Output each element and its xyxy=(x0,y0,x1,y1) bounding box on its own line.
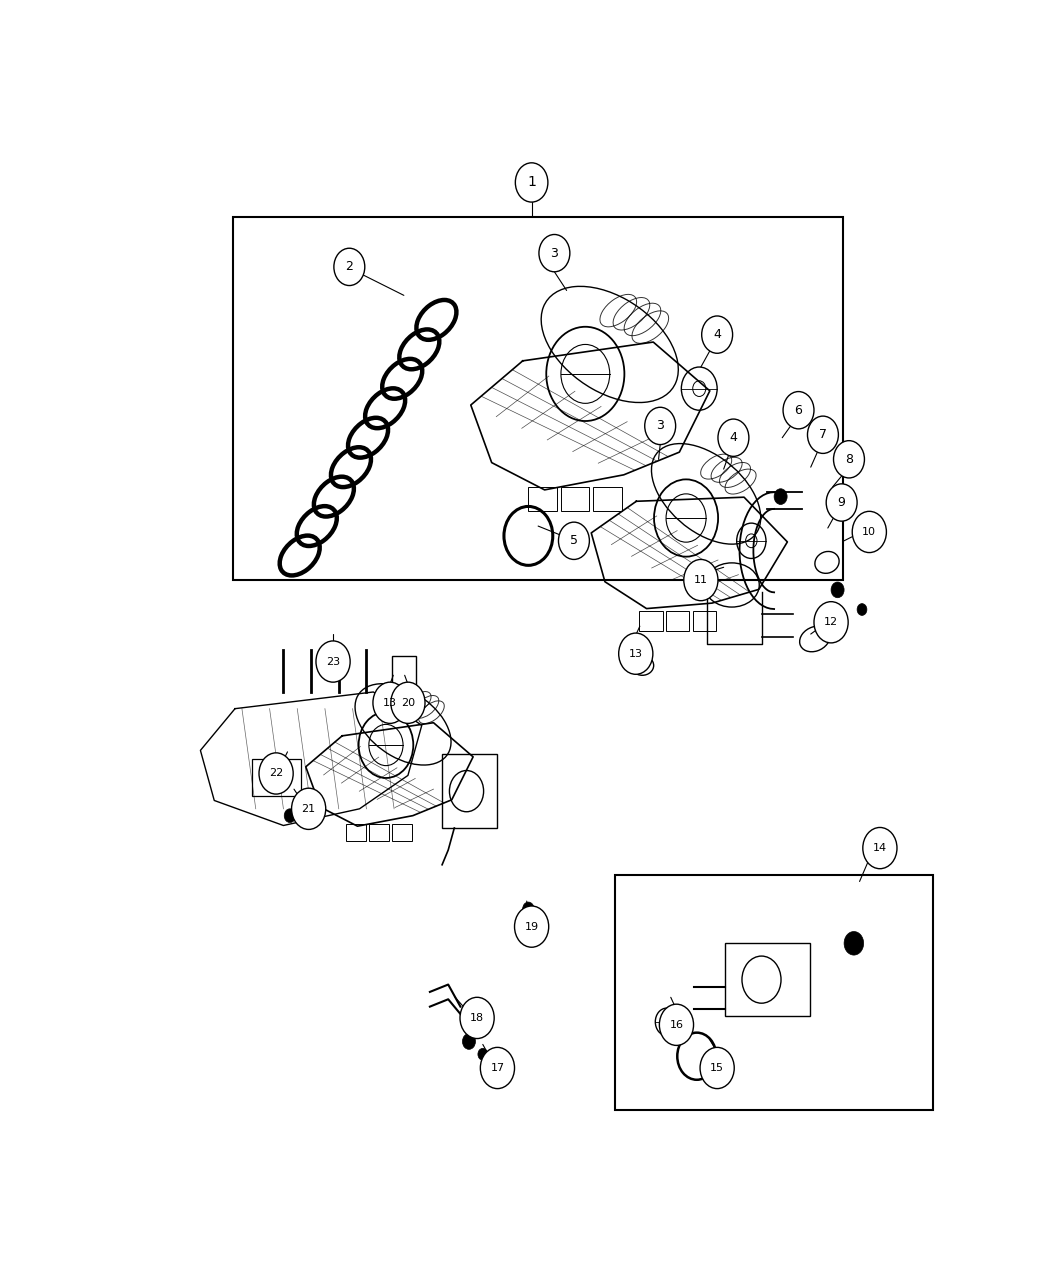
Text: 16: 16 xyxy=(670,1020,684,1030)
Text: 8: 8 xyxy=(845,453,853,465)
Circle shape xyxy=(285,808,296,822)
Circle shape xyxy=(774,488,788,505)
Bar xyxy=(252,759,300,796)
Circle shape xyxy=(259,752,293,794)
Text: 2: 2 xyxy=(345,260,353,273)
Circle shape xyxy=(292,788,326,830)
Circle shape xyxy=(391,682,425,723)
Circle shape xyxy=(844,932,863,955)
Bar xyxy=(369,824,388,842)
Circle shape xyxy=(701,316,733,353)
Circle shape xyxy=(514,907,549,947)
Text: 11: 11 xyxy=(694,575,708,585)
Circle shape xyxy=(807,416,838,454)
Bar xyxy=(392,655,416,695)
Circle shape xyxy=(783,391,814,428)
Circle shape xyxy=(857,603,867,616)
Circle shape xyxy=(559,523,589,560)
Text: 1: 1 xyxy=(527,176,537,190)
Text: 13: 13 xyxy=(629,649,643,659)
Bar xyxy=(392,824,412,842)
Circle shape xyxy=(684,560,718,601)
Text: 3: 3 xyxy=(656,419,664,432)
Circle shape xyxy=(516,163,548,203)
Text: 21: 21 xyxy=(301,803,316,813)
Bar xyxy=(639,611,663,631)
Text: 14: 14 xyxy=(873,843,887,853)
Text: 22: 22 xyxy=(269,769,284,779)
Text: 4: 4 xyxy=(730,431,737,444)
Circle shape xyxy=(462,1034,476,1049)
Circle shape xyxy=(863,827,897,868)
Text: 5: 5 xyxy=(570,534,578,547)
Text: 10: 10 xyxy=(862,527,877,537)
Circle shape xyxy=(373,682,407,723)
Bar xyxy=(593,487,622,511)
Bar xyxy=(528,487,556,511)
Circle shape xyxy=(700,1047,734,1089)
Text: 6: 6 xyxy=(795,404,802,417)
Circle shape xyxy=(826,483,857,521)
Text: 3: 3 xyxy=(550,246,559,260)
Circle shape xyxy=(539,235,570,272)
Text: 12: 12 xyxy=(824,617,838,627)
Text: 9: 9 xyxy=(838,496,845,509)
Circle shape xyxy=(523,903,534,915)
Circle shape xyxy=(659,1005,694,1046)
Circle shape xyxy=(334,249,364,286)
Text: 19: 19 xyxy=(525,922,539,932)
Circle shape xyxy=(834,441,864,478)
Bar xyxy=(615,875,932,1111)
Circle shape xyxy=(460,997,495,1039)
Text: 18: 18 xyxy=(470,1012,484,1023)
Text: 15: 15 xyxy=(710,1063,724,1074)
Circle shape xyxy=(480,1047,514,1089)
Bar xyxy=(442,755,497,827)
Text: 23: 23 xyxy=(326,657,340,667)
Circle shape xyxy=(478,1048,487,1060)
Bar xyxy=(724,942,811,1016)
Circle shape xyxy=(316,641,350,682)
Circle shape xyxy=(832,581,844,598)
Text: 4: 4 xyxy=(713,328,721,342)
Text: 20: 20 xyxy=(401,697,415,708)
Circle shape xyxy=(814,602,848,643)
Bar xyxy=(346,824,366,842)
Circle shape xyxy=(718,419,749,456)
Text: 13: 13 xyxy=(383,697,397,708)
Circle shape xyxy=(645,407,675,445)
Bar xyxy=(666,611,690,631)
Circle shape xyxy=(618,634,653,674)
Bar xyxy=(561,487,589,511)
Bar xyxy=(693,611,716,631)
Text: 7: 7 xyxy=(819,428,827,441)
Circle shape xyxy=(853,511,886,552)
Text: 17: 17 xyxy=(490,1063,504,1074)
Bar xyxy=(233,217,843,580)
